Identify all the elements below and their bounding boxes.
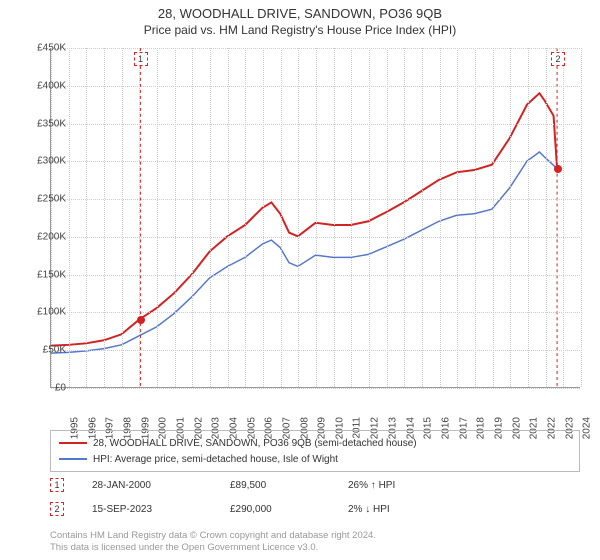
legend-label-hpi: HPI: Average price, semi-detached house,… xyxy=(93,454,338,465)
series-line-hpi xyxy=(51,152,557,353)
event-date-1: 28-JAN-2000 xyxy=(92,480,202,491)
legend-swatch-hpi xyxy=(59,458,87,460)
event-delta-2: 2% ↓ HPI xyxy=(348,504,458,515)
plot-area: 1995199619971998199920002001200220032004… xyxy=(50,48,580,388)
chart-subtitle: Price paid vs. HM Land Registry's House … xyxy=(0,21,600,37)
event-row-2: 2 15-SEP-2023 £290,000 2% ↓ HPI xyxy=(50,502,580,516)
gridline-v xyxy=(493,48,494,387)
marker-number-box: 1 xyxy=(134,52,148,66)
gridline-v xyxy=(528,48,529,387)
gridline-v xyxy=(157,48,158,387)
chart-title: 28, WOODHALL DRIVE, SANDOWN, PO36 9QB xyxy=(0,0,600,21)
chart-container: 28, WOODHALL DRIVE, SANDOWN, PO36 9QB Pr… xyxy=(0,0,600,560)
y-axis-label: £300K xyxy=(22,156,66,167)
footnote-line-2: This data is licensed under the Open Gov… xyxy=(50,542,580,554)
gridline-v xyxy=(192,48,193,387)
marker-dot xyxy=(554,165,562,173)
gridline-h xyxy=(51,388,580,389)
gridline-v xyxy=(86,48,87,387)
y-axis-label: £150K xyxy=(22,269,66,280)
gridline-v xyxy=(422,48,423,387)
y-axis-label: £350K xyxy=(22,118,66,129)
gridline-v xyxy=(51,48,52,387)
gridline-v xyxy=(122,48,123,387)
gridline-v xyxy=(475,48,476,387)
gridline-v xyxy=(210,48,211,387)
y-axis-label: £400K xyxy=(22,80,66,91)
event-marker-2: 2 xyxy=(50,502,64,516)
gridline-v xyxy=(404,48,405,387)
y-axis-label: £250K xyxy=(22,194,66,205)
y-axis-label: £450K xyxy=(22,43,66,54)
gridline-v xyxy=(263,48,264,387)
y-axis-label: £200K xyxy=(22,231,66,242)
y-axis-label: £50K xyxy=(22,345,66,356)
gridline-v xyxy=(546,48,547,387)
y-axis-label: £0 xyxy=(22,383,66,394)
series-line-property xyxy=(51,93,557,345)
marker-dot xyxy=(137,316,145,324)
event-delta-1: 26% ↑ HPI xyxy=(348,480,458,491)
legend-swatch-property xyxy=(59,442,87,444)
gridline-v xyxy=(334,48,335,387)
gridline-v xyxy=(440,48,441,387)
gridline-v xyxy=(510,48,511,387)
legend-label-property: 28, WOODHALL DRIVE, SANDOWN, PO36 9QB (s… xyxy=(93,438,417,449)
event-row-1: 1 28-JAN-2000 £89,500 26% ↑ HPI xyxy=(50,478,580,492)
gridline-v xyxy=(457,48,458,387)
footnote: Contains HM Land Registry data © Crown c… xyxy=(50,530,580,555)
marker-number-box: 2 xyxy=(551,52,565,66)
gridline-v xyxy=(351,48,352,387)
gridline-v xyxy=(175,48,176,387)
gridline-v xyxy=(581,48,582,387)
legend-item-property: 28, WOODHALL DRIVE, SANDOWN, PO36 9QB (s… xyxy=(59,435,571,451)
gridline-v xyxy=(298,48,299,387)
gridline-v xyxy=(139,48,140,387)
legend-item-hpi: HPI: Average price, semi-detached house,… xyxy=(59,451,571,467)
gridline-v xyxy=(245,48,246,387)
event-price-2: £290,000 xyxy=(230,504,320,515)
y-axis-label: £100K xyxy=(22,307,66,318)
event-marker-1: 1 xyxy=(50,478,64,492)
x-axis-label: 2024 xyxy=(582,417,593,439)
gridline-v xyxy=(563,48,564,387)
gridline-v xyxy=(316,48,317,387)
gridline-v xyxy=(104,48,105,387)
event-date-2: 15-SEP-2023 xyxy=(92,504,202,515)
gridline-v xyxy=(387,48,388,387)
gridline-v xyxy=(369,48,370,387)
event-price-1: £89,500 xyxy=(230,480,320,491)
gridline-v xyxy=(281,48,282,387)
gridline-v xyxy=(69,48,70,387)
legend: 28, WOODHALL DRIVE, SANDOWN, PO36 9QB (s… xyxy=(50,430,580,472)
footnote-line-1: Contains HM Land Registry data © Crown c… xyxy=(50,530,580,542)
gridline-v xyxy=(228,48,229,387)
